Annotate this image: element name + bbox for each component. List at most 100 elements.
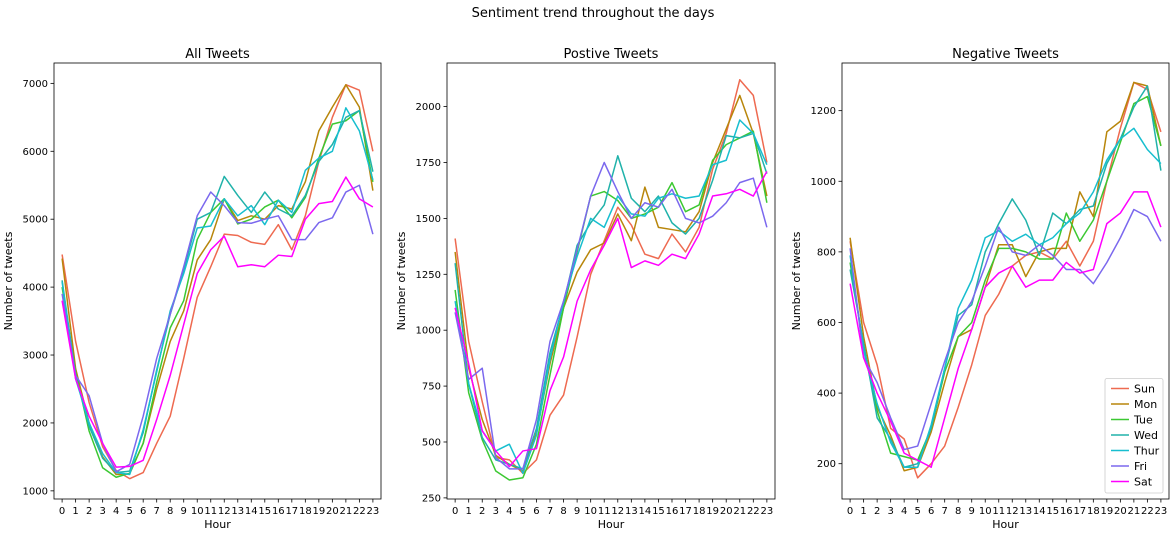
x-tick-label: 12 (1006, 506, 1019, 517)
x-tick-label: 21 (733, 506, 746, 517)
x-tick-label: 16 (666, 506, 679, 517)
y-tick-label: 7000 (23, 79, 48, 90)
x-axis: 0 1 2 3 4 5 6 7 8 9 10 11 12 13 14 15 16 17 18 19 20 21 22 23 (452, 499, 773, 517)
series-line-sat (61, 176, 374, 468)
series-lines (61, 83, 374, 480)
series-line-wed (61, 109, 374, 474)
y-tick-label: 5000 (23, 215, 48, 226)
y-axis-label: Number of tweets (2, 231, 15, 330)
x-tick-label: 22 (353, 506, 366, 517)
x-tick-label: 2 (479, 506, 485, 517)
y-tick-label: 800 (817, 247, 836, 258)
y-tick-label: 4000 (23, 283, 48, 294)
figure-suptitle: Sentiment trend throughout the days (472, 6, 715, 21)
chart-title: All Tweets (185, 47, 250, 62)
y-axis: 250 500 750 1000 1250 1500 1750 2000 (416, 102, 447, 504)
y-tick-label: 250 (422, 493, 441, 504)
x-tick-label: 21 (1128, 506, 1141, 517)
x-tick-label: 11 (204, 506, 217, 517)
series-line-thur (454, 119, 768, 475)
x-tick-label: 13 (625, 506, 638, 517)
x-tick-label: 4 (506, 506, 512, 517)
y-tick-label: 1500 (416, 214, 441, 225)
series-line-sun (849, 81, 1162, 479)
y-tick-label: 1750 (416, 158, 441, 169)
chart-title: Negative Tweets (952, 47, 1059, 62)
y-tick-label: 400 (817, 389, 836, 400)
series-line-fri (454, 161, 768, 470)
x-tick-label: 5 (520, 506, 526, 517)
x-tick-label: 20 (1114, 506, 1127, 517)
x-tick-label: 23 (1155, 506, 1168, 517)
series-line-sun (454, 79, 768, 475)
x-tick-label: 20 (720, 506, 733, 517)
y-tick-label: 600 (817, 318, 836, 329)
x-tick-label: 23 (761, 506, 774, 517)
x-tick-label: 7 (154, 506, 160, 517)
x-tick-label: 3 (99, 506, 105, 517)
y-tick-label: 6000 (23, 147, 48, 158)
legend-box (1104, 378, 1164, 494)
series-lines (849, 81, 1162, 479)
x-tick-label: 2 (86, 506, 92, 517)
plot-frame (841, 62, 1170, 500)
x-tick-label: 9 (969, 506, 975, 517)
y-tick-label: 200 (817, 459, 836, 470)
x-tick-label: 18 (693, 506, 706, 517)
x-tick-label: 5 (914, 506, 920, 517)
x-tick-label: 19 (312, 506, 325, 517)
x-tick-label: 4 (113, 506, 119, 517)
x-tick-label: 4 (901, 506, 907, 517)
x-tick-label: 8 (167, 506, 173, 517)
x-tick-label: 6 (928, 506, 934, 517)
x-tick-label: 8 (560, 506, 566, 517)
x-tick-label: 23 (367, 506, 380, 517)
x-tick-label: 14 (639, 506, 652, 517)
x-tick-label: 0 (847, 506, 853, 517)
x-tick-label: 0 (452, 506, 458, 517)
x-tick-label: 19 (1100, 506, 1113, 517)
x-tick-label: 14 (1033, 506, 1046, 517)
x-tick-label: 2 (874, 506, 880, 517)
x-tick-label: 21 (340, 506, 353, 517)
x-tick-label: 12 (218, 506, 231, 517)
x-tick-label: 3 (887, 506, 893, 517)
legend: Sun Mon Tue Wed Thur Fri Sat (1104, 378, 1164, 494)
x-tick-label: 16 (1060, 506, 1073, 517)
series-line-sat (849, 191, 1162, 468)
series-line-tue (61, 109, 374, 479)
x-tick-label: 1 (465, 506, 471, 517)
series-line-sun (61, 83, 374, 480)
x-tick-label: 15 (652, 506, 665, 517)
series-line-fri (849, 208, 1162, 451)
series-line-sat (454, 171, 768, 468)
series-line-wed (454, 132, 768, 470)
series-lines (454, 79, 768, 481)
series-line-thur (61, 107, 374, 476)
x-tick-label: 10 (979, 506, 992, 517)
x-tick-label: 1 (860, 506, 866, 517)
legend-label: Mon (1134, 398, 1157, 411)
y-tick-label: 750 (422, 382, 441, 393)
x-axis-label: Hour (992, 518, 1019, 531)
y-tick-label: 2000 (416, 102, 441, 113)
y-axis-label: Number of tweets (395, 231, 408, 330)
x-tick-label: 6 (140, 506, 146, 517)
y-axis: 1000 2000 3000 4000 5000 6000 7000 (23, 79, 54, 497)
series-line-mon (849, 81, 1162, 472)
x-tick-label: 10 (584, 506, 597, 517)
y-axis: 200 400 600 800 1000 1200 (811, 106, 842, 470)
x-tick-label: 19 (706, 506, 719, 517)
x-tick-label: 13 (231, 506, 244, 517)
legend-label: Sat (1134, 476, 1153, 489)
x-axis: 0 1 2 3 4 5 6 7 8 9 10 11 12 13 14 15 16 17 18 19 20 21 22 23 (59, 499, 379, 517)
series-line-thur (849, 127, 1162, 468)
x-tick-label: 11 (598, 506, 611, 517)
x-tick-label: 22 (1141, 506, 1154, 517)
series-line-fri (61, 184, 374, 473)
x-tick-label: 9 (574, 506, 580, 517)
series-line-tue (454, 130, 768, 481)
x-tick-label: 15 (258, 506, 271, 517)
